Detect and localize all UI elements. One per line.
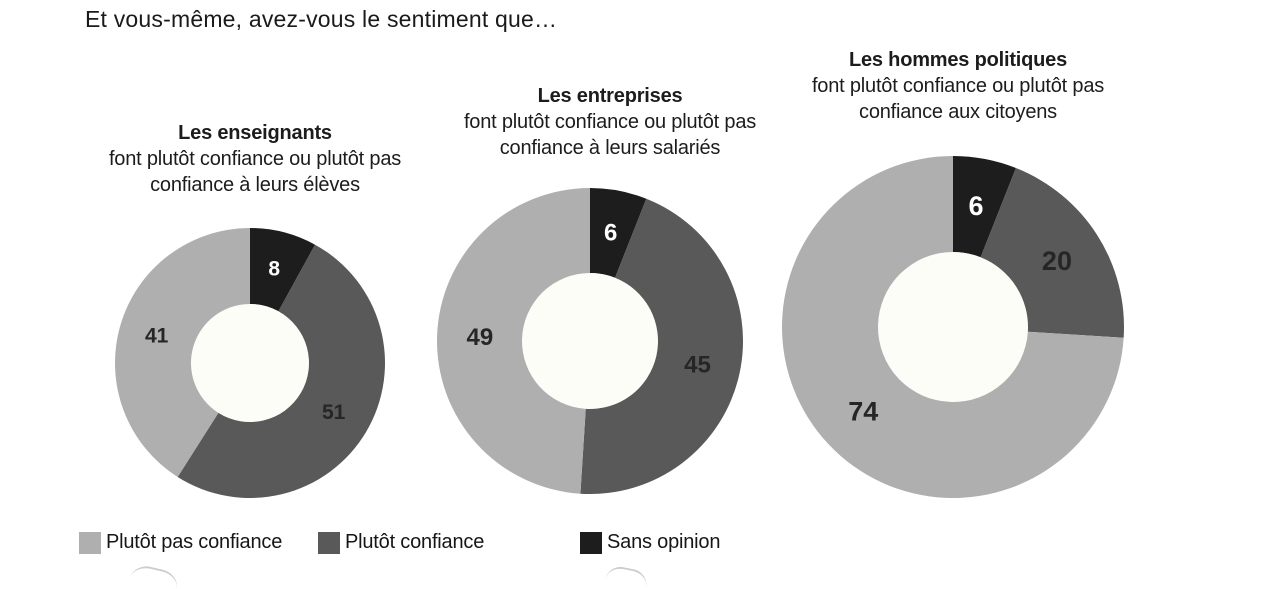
donut-value-label: 6 — [604, 219, 617, 246]
donut-segment — [590, 188, 647, 278]
donut-value-label: 6 — [969, 191, 984, 221]
chart-title-hommes-politiques: Les hommes politiques font plutôt confia… — [778, 47, 1138, 125]
donut-segment — [580, 198, 743, 494]
donut-value-label: 8 — [268, 257, 280, 280]
donut-chart-hommes-politiques: 6 20 74 — [782, 156, 1124, 498]
legend-item-plutot-confiance: Plutôt confiance — [318, 531, 484, 554]
chart-title-entreprises: Les entreprises font plutôt confiance ou… — [430, 83, 790, 161]
donut-value-label: 74 — [848, 396, 878, 426]
chart-title-bold-line: Les enseignants — [178, 122, 332, 144]
legend-label: Sans opinion — [607, 531, 721, 553]
donut-segment — [177, 244, 385, 498]
donut-segment — [437, 188, 590, 494]
donut-value-label: 20 — [1042, 246, 1072, 276]
chart-subtitle-line: font plutôt confiance ou plutôt pas — [108, 148, 402, 170]
survey-question: Et vous-même, avez-vous le sentiment que… — [85, 6, 558, 32]
chart-title-bold-line: Les entreprises — [537, 85, 683, 107]
chart-subtitle-line: confiance à leurs élèves — [150, 174, 360, 196]
donut-value-label: 49 — [467, 324, 494, 351]
legend-swatch-light-gray — [79, 531, 101, 554]
donut-chart-enseignants: 8 51 41 — [115, 228, 385, 498]
chart-subtitle-line: font plutôt confiance ou plutôt pas — [811, 75, 1105, 97]
legend-swatch-black — [580, 531, 602, 554]
donut-hole — [191, 304, 309, 422]
donut-segment — [782, 156, 1124, 498]
donut-chart-entreprises: 6 45 49 — [437, 188, 743, 494]
legend-label: Plutôt pas confiance — [106, 531, 283, 553]
cropped-content-artifact — [604, 564, 650, 588]
chart-title-bold-line: Les hommes politiques — [848, 49, 1068, 71]
donut-value-label: 41 — [145, 324, 169, 347]
legend-swatch-dark-gray — [318, 531, 340, 554]
chart-title-enseignants: Les enseignants font plutôt confiance ou… — [75, 120, 435, 198]
donut-segment — [250, 228, 316, 312]
chart-legend: Plutôt pas confiance Plutôt confiance Sa… — [0, 531, 1279, 557]
legend-label: Plutôt confiance — [345, 531, 485, 553]
donut-segment — [953, 156, 1016, 258]
chart-subtitle-line: confiance aux citoyens — [859, 101, 1057, 123]
donut-value-label: 45 — [684, 352, 711, 379]
donut-segment — [980, 168, 1124, 338]
chart-subtitle-line: confiance à leurs salariés — [499, 137, 721, 159]
donut-hole — [522, 273, 658, 409]
donut-hole — [878, 252, 1028, 402]
chart-subtitle-line: font plutôt confiance ou plutôt pas — [463, 111, 757, 133]
donut-value-label: 51 — [322, 401, 346, 424]
donut-segment — [115, 228, 250, 477]
legend-item-plutot-pas-confiance: Plutôt pas confiance — [79, 531, 282, 554]
cropped-content-artifact — [129, 562, 181, 589]
legend-item-sans-opinion: Sans opinion — [580, 531, 720, 554]
